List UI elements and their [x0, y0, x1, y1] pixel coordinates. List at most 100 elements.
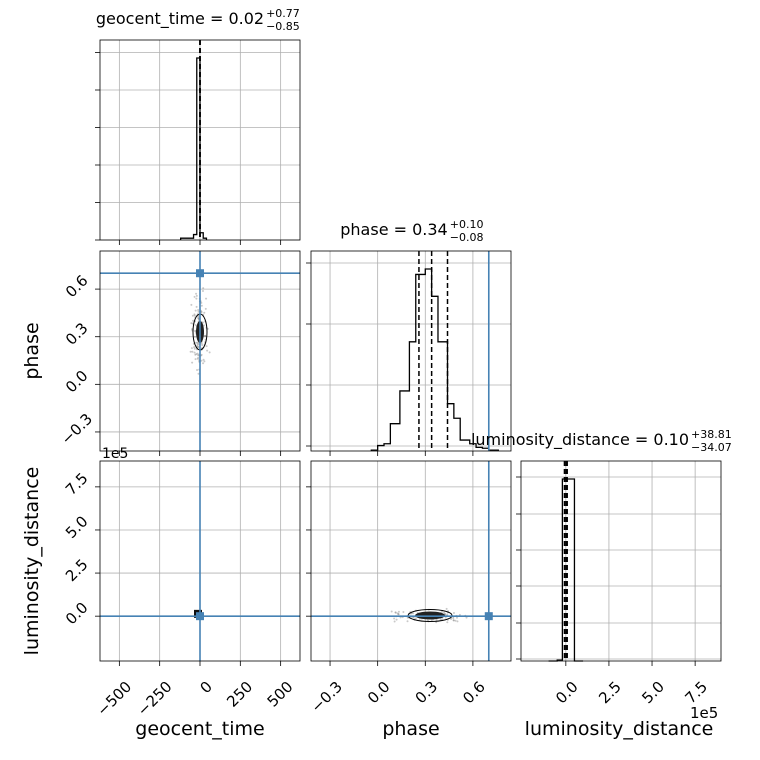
phase-geocent-sample-88 — [197, 356, 200, 359]
phase-geocent-sample-86 — [200, 301, 203, 304]
phase-geocent-sample-20 — [193, 351, 196, 354]
phase-geocent-sample-80 — [204, 334, 207, 337]
phase-xtick-label-3: 0.6 — [459, 678, 489, 708]
phase_hist-title-median: 0.34 — [412, 220, 448, 239]
distance-phase-sample-37 — [406, 620, 409, 623]
distance-geocent-truth-marker — [196, 612, 204, 621]
phase-geocent-sample-27 — [200, 310, 203, 313]
phase-ytick-label-0: −0.3 — [58, 410, 96, 448]
phase-geocent-sample-61 — [191, 361, 194, 364]
phase-geocent-sample-136 — [201, 289, 204, 292]
phase-geocent-sample-0 — [196, 341, 199, 344]
luminosity_distance_hist-title-name: luminosity_distance — [471, 430, 630, 450]
phase-geocent-sample-67 — [196, 357, 199, 360]
distance-phase-frame — [310, 460, 512, 662]
distance-phase-sample-55 — [441, 618, 444, 621]
distance-xtick-label-2: 5.0 — [638, 678, 668, 708]
distance-phase-sample-33 — [444, 616, 447, 619]
phase-geocent-sample-84 — [197, 309, 200, 312]
distance-y-offset-label: 1e5 — [102, 446, 128, 462]
luminosity_distance_hist-title-median: 0.10 — [653, 430, 689, 449]
distance-phase-sample-38 — [452, 611, 455, 614]
phase-geocent-sample-96 — [203, 324, 206, 327]
distance-ytick-label-3: 7.5 — [62, 469, 92, 499]
phase-geocent-sample-112 — [195, 305, 198, 308]
phase-geocent-sample-119 — [200, 342, 203, 345]
phase-geocent-sample-79 — [191, 314, 194, 317]
distance-phase-sample-74 — [458, 613, 461, 616]
distance-phase-sample-61 — [452, 619, 455, 622]
phase-geocent-sample-99 — [195, 297, 198, 300]
phase-geocent-sample-132 — [204, 335, 207, 338]
distance-phase-sample-93 — [454, 619, 457, 622]
phase-hist-frame — [310, 250, 512, 452]
phase_hist-title-minus: −0.08 — [450, 231, 484, 244]
phase-geocent-truth-marker — [196, 269, 204, 278]
geocent-xtick-label-3: 250 — [223, 678, 256, 711]
phase-geocent-sample-33 — [195, 353, 198, 356]
phase-geocent-sample-109 — [195, 294, 198, 297]
ylabel-luminosity-distance: luminosity_distance — [21, 467, 43, 656]
geocent-xtick-label-1: −250 — [134, 678, 176, 720]
phase-geocent-sample-104 — [197, 342, 200, 345]
xlabel-luminosity-distance: luminosity_distance — [525, 718, 714, 740]
phase-geocent-sample-77 — [190, 347, 193, 350]
phase-geocent-sample-138 — [203, 360, 206, 363]
phase-geocent-sample-102 — [193, 314, 196, 317]
geocent_time_hist-title-minus: −0.85 — [266, 20, 300, 33]
phase-hist-histogram — [370, 268, 499, 451]
phase-geocent-sample-123 — [191, 328, 194, 331]
phase-geocent-sample-42 — [204, 307, 207, 310]
phase-geocent-sample-25 — [189, 350, 192, 353]
ylabel-phase: phase — [21, 322, 43, 379]
geocent-hist-frame — [99, 39, 301, 241]
phase-geocent-sample-135 — [196, 343, 199, 346]
geocent_time_hist-title-eq: = — [205, 9, 229, 28]
phase-geocent-sample-70 — [208, 351, 211, 354]
geocent-xtick-label-2: 0 — [196, 678, 215, 697]
distance-phase-sample-98 — [452, 617, 455, 620]
phase-geocent-sample-128 — [206, 349, 209, 352]
distance-xtick-label-3: 7.5 — [681, 678, 711, 708]
distance-xtick-label-1: 2.5 — [595, 678, 625, 708]
phase_hist-title-eq: = — [389, 220, 413, 239]
phase-geocent-sample-87 — [197, 317, 200, 320]
phase-geocent-sample-116 — [197, 345, 200, 348]
phase-geocent-sample-110 — [201, 344, 204, 347]
phase-xtick-label-1: 0.0 — [364, 678, 394, 708]
phase-geocent-sample-63 — [201, 321, 204, 324]
distance-phase-sample-64 — [430, 619, 433, 622]
distance-phase-sample-22 — [397, 613, 400, 616]
phase-geocent-sample-21 — [197, 372, 200, 375]
phase-geocent-sample-122 — [193, 347, 196, 350]
phase-geocent-sample-131 — [193, 346, 196, 349]
phase-geocent-sample-56 — [195, 292, 198, 295]
geocent_time_hist-title-plus: +0.77 — [266, 7, 300, 20]
distance-phase-sample-41 — [396, 612, 399, 615]
distance-phase-sample-94 — [440, 610, 443, 613]
phase-geocent-sample-106 — [202, 362, 205, 365]
luminosity_distance_hist-title-eq: = — [630, 430, 654, 449]
phase-geocent-sample-127 — [196, 352, 199, 355]
distance-geocent-frame — [99, 460, 301, 662]
xlabel-geocent-time: geocent_time — [135, 718, 264, 740]
distance-phase-sample-50 — [465, 616, 468, 619]
distance-phase-truth-marker — [484, 612, 493, 621]
distance-phase-sample-109 — [450, 617, 453, 620]
phase-geocent-sample-38 — [190, 322, 193, 325]
distance-hist-frame — [520, 460, 722, 662]
distance-phase-sample-20 — [402, 611, 405, 614]
geocent-xtick-label-4: 500 — [264, 678, 297, 711]
phase-geocent-sample-40 — [200, 353, 203, 356]
phase-ytick-label-2: 0.3 — [62, 319, 92, 349]
phase-geocent-sample-81 — [194, 309, 197, 312]
distance-phase-sample-81 — [452, 619, 455, 622]
phase-geocent-sample-60 — [193, 313, 196, 316]
phase-geocent-sample-2 — [196, 346, 199, 349]
distance-phase-sample-85 — [435, 618, 438, 621]
phase-geocent-sample-43 — [190, 303, 193, 306]
phase-geocent-sample-55 — [193, 295, 196, 298]
geocent_time_hist-title-median: 0.02 — [228, 9, 264, 28]
distance-phase-sample-70 — [394, 611, 397, 614]
